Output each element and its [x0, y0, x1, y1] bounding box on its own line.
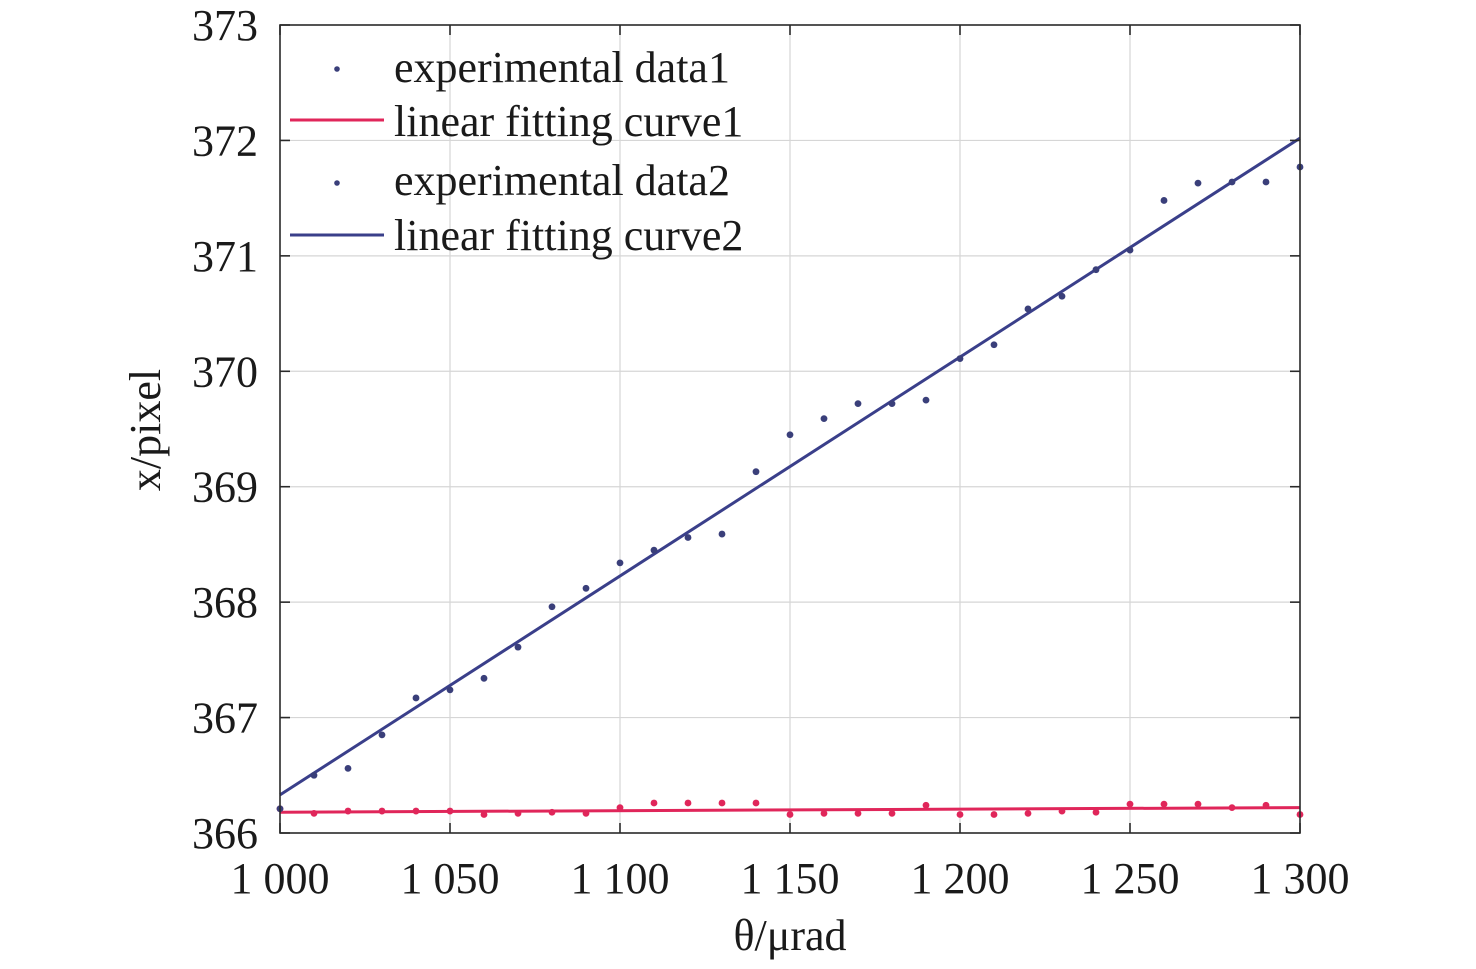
experimental-data1-point	[412, 807, 420, 815]
experimental-data1-point	[1194, 800, 1202, 808]
experimental-data2-point	[412, 694, 420, 702]
experimental-data1-point	[378, 807, 386, 815]
experimental-data2-point	[616, 559, 624, 567]
legend-marker-data2	[334, 180, 340, 186]
experimental-data1-point	[480, 811, 488, 818]
series-layer	[276, 136, 1304, 818]
experimental-data1-point	[684, 799, 692, 807]
legend-label-data2: experimental data2	[394, 156, 730, 205]
experimental-data2-point	[1228, 178, 1236, 186]
experimental-data1-point	[650, 799, 658, 807]
y-tick-label: 366	[192, 809, 258, 858]
experimental-data2-point	[1262, 178, 1270, 186]
experimental-data2-point	[718, 530, 726, 538]
legend-marker-data1	[334, 66, 340, 72]
experimental-data1-point	[1058, 807, 1066, 815]
experimental-data2-point	[1092, 266, 1100, 274]
experimental-data1-point	[446, 807, 454, 815]
y-tick-label: 372	[192, 116, 258, 165]
experimental-data1-point	[310, 809, 318, 817]
experimental-data1-point	[718, 799, 726, 807]
x-tick-label: 1 200	[911, 854, 1010, 903]
x-tick-label: 1 300	[1251, 854, 1350, 903]
experimental-data2-point	[956, 355, 964, 362]
tick-labels: 1 000 1 050 1 100 1 150 1 200 1 250 1 300 366 36…	[192, 1, 1350, 903]
x-axis-title: θ/μrad	[733, 911, 846, 960]
experimental-data2-point	[888, 400, 896, 408]
experimental-data2-point	[650, 546, 658, 554]
experimental-data2-point	[1058, 292, 1066, 300]
experimental-data1-point	[990, 811, 998, 818]
experimental-data2-point	[344, 764, 352, 772]
experimental-data2-point	[752, 468, 760, 476]
experimental-data2-point	[990, 341, 998, 349]
y-tick-label: 367	[192, 694, 258, 743]
experimental-data1-point	[922, 801, 930, 809]
experimental-data1-point	[1024, 809, 1032, 817]
x-tick-label: 1 250	[1081, 854, 1180, 903]
experimental-data2-point	[378, 731, 386, 739]
experimental-data2-point	[820, 415, 828, 423]
experimental-data1-point	[548, 808, 556, 816]
experimental-data1-point	[752, 799, 760, 807]
y-tick-label: 370	[192, 347, 258, 396]
experimental-data1-point	[1126, 800, 1134, 808]
experimental-data2-point	[786, 431, 794, 439]
experimental-data2-point	[1160, 197, 1168, 204]
experimental-data1-point	[956, 811, 964, 818]
experimental-data2-point	[446, 686, 454, 694]
ticks	[279, 24, 1301, 834]
experimental-data2-point	[310, 771, 318, 779]
legend-label-fit1: linear fitting curve1	[394, 97, 743, 146]
experimental-data2-point	[480, 674, 488, 682]
legend: experimental data1 linear fitting curve1…	[290, 43, 743, 260]
experimental-data2-point	[1126, 246, 1134, 254]
experimental-data2-point	[582, 584, 590, 592]
y-axis-title: x/pixel	[121, 369, 170, 491]
y-tick-label: 369	[192, 463, 258, 512]
y-tick-label: 368	[192, 578, 258, 627]
experimental-data1-point	[854, 809, 862, 817]
y-tick-label: 373	[192, 1, 258, 50]
experimental-data1-point	[820, 809, 828, 817]
experimental-data1-point	[1092, 808, 1100, 816]
experimental-data2-point	[514, 643, 522, 651]
experimental-data2-point	[684, 534, 692, 541]
y-tick-label: 371	[192, 232, 258, 281]
experimental-data1-point	[888, 809, 896, 817]
experimental-data2-point	[922, 396, 930, 404]
experimental-data1-point	[514, 809, 522, 817]
experimental-data2-point	[548, 603, 556, 611]
x-tick-label: 1 050	[401, 854, 500, 903]
experimental-data1-point	[786, 811, 794, 818]
legend-label-data1: experimental data1	[394, 43, 730, 92]
x-tick-label: 1 000	[231, 854, 330, 903]
experimental-data1-point	[582, 809, 590, 817]
x-tick-label: 1 150	[741, 854, 840, 903]
legend-label-fit2: linear fitting curve2	[394, 211, 743, 260]
experimental-data1-point	[344, 807, 352, 815]
experimental-data2-point	[1024, 305, 1032, 313]
experimental-data1-point	[1228, 804, 1236, 812]
experimental-data1-point	[1262, 801, 1270, 809]
x-tick-label: 1 100	[571, 854, 670, 903]
experimental-data1-point	[616, 804, 624, 812]
experimental-data1-point	[1160, 800, 1168, 808]
experimental-data2-point	[854, 400, 862, 408]
experimental-data2-point	[1194, 179, 1202, 187]
grid	[280, 25, 1300, 833]
